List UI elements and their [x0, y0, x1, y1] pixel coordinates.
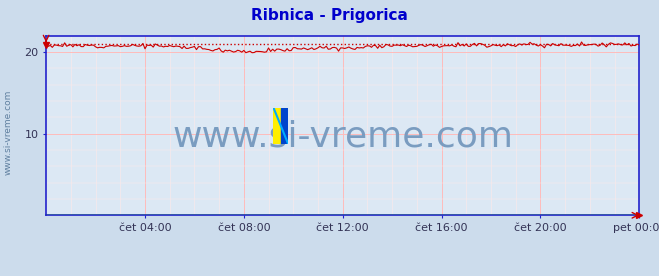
Text: Ribnica - Prigorica: Ribnica - Prigorica — [251, 8, 408, 23]
Text: www.si-vreme.com: www.si-vreme.com — [3, 90, 13, 175]
Text: www.si-vreme.com: www.si-vreme.com — [172, 119, 513, 153]
Bar — [273, 108, 281, 144]
Bar — [281, 108, 288, 144]
